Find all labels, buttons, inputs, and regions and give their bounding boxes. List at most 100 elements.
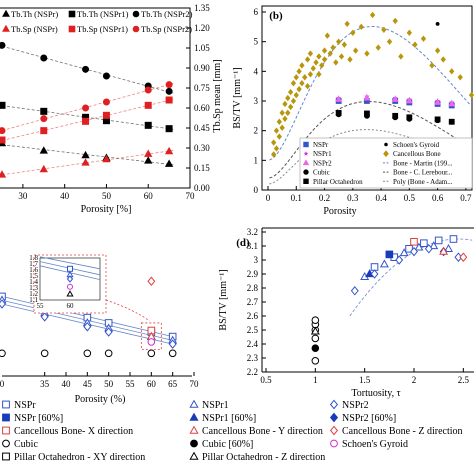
panel-b-point-cancellous-bone [296,68,302,75]
panel-b-point-cancellous-bone [276,118,282,125]
panel-d-point-nspr-60 [385,250,394,259]
panel-d-point-pillar-octahedron-z-direction [310,326,320,335]
panel-b-point-cancellous-bone [327,50,333,57]
panel-b-point-pillar-octahedron [448,118,455,125]
panel-d-x-tick-label: 1.5 [359,375,371,385]
panel-c-x-tick-label: 55 [126,379,136,389]
panel-a-x-tick-label: 70 [186,191,196,201]
panel-c-inset-point [67,283,73,290]
panel-d-point-nspr1 [379,259,389,268]
panel-b-point-cancellous-bone [279,109,285,117]
panel-c-inset-y-tick-label: 1.5 [29,272,38,280]
panel-b-point-cancellous-bone [434,47,441,54]
panel-b-legend-label: NSPr2 [313,159,332,167]
panel-b-point-cancellous-bone [412,41,418,48]
panel-d-point-nspr1 [399,248,409,257]
panel-b-point-cancellous-bone [287,88,294,96]
panel-c-inset-point [67,265,73,272]
panel-a-y-label: Tb.Sp mean [mm] [212,59,223,132]
panel-a-point-tb-th-nspr [144,156,153,164]
panel-b-legend-marker [303,141,309,148]
panel-b-point-cancellous-bone [302,74,308,81]
panel-d-point-nspr [420,239,428,247]
panel-b-legend-marker [303,151,309,156]
panel-b-point-cancellous-bone [290,97,297,105]
panel-c-point-nspr2 [104,327,113,337]
panel-a-point-tb-sp-nspr1 [82,117,90,125]
panel-b-martin-curve [269,26,471,161]
panel-d-y-tick-label: 3.1 [247,241,258,251]
panel-a-legend-label: Tb.Th (NSPr) [11,9,58,19]
panel-b-point-nspr2 [448,100,456,107]
panel-a-y-tick-label: 1.20 [194,23,210,33]
bottom-legend-marker-nspr2-60 [329,412,339,423]
panel-c-point-nspr2 [168,339,177,349]
panel-b-point-cancellous-bone [299,80,305,87]
bottom-legend-marker-schoen-s-gyroid [330,439,338,448]
panel-d: (d) 2.2 2.3 2.4 2.5 2.6 2.7 2.8 2.9 3 3.1 3.2 0.5 1 1.… [218,227,474,399]
panel-d-point-nspr1 [444,243,454,252]
panel-b-x-tick-label: 0 [266,193,271,203]
panel-b-point-cancellous-bone [313,59,319,66]
panel-b-point-cancellous-bone [341,41,347,48]
panel-b-legend-marker [303,169,309,175]
panel-b-point-nspr2 [391,95,399,102]
panel-a-frame [0,7,191,189]
panel-a-y-tick-label: 0.90 [194,63,210,73]
panel-c-highlight-box [140,322,162,350]
panel-c-x-tick-label: 60 [147,379,157,389]
bottom-legend-marker-nspr [2,400,10,409]
panel-b-y-tick-label: 6 [254,7,259,17]
panel-a-y-tick-label: 0.75 [194,83,210,93]
panel-b-point-cancellous-bone [338,53,345,60]
panel-c-inset-y-tick-label: 1.4 [29,278,38,286]
panel-b-legend-marker [384,142,388,147]
panel-b-point-cancellous-bone [364,50,370,57]
panel-c-point-nspr2 [40,312,49,322]
panel-b-legend-label: NSPr [313,141,329,149]
panel-a-legend-label: Tb.Sp (NSPr1) [77,24,128,34]
panel-a-y-tick-label: 0.15 [194,163,210,173]
bottom-legend-marker-cubic [2,439,10,448]
panel-b-legend-label: Poly (Bone - Adam... [393,178,453,186]
panel-b-x-label: Porosity [323,206,356,217]
bottom-legend-marker-cancellous-bone-y-direction [189,425,199,434]
panel-d-y-tick-label: 2.7 [247,297,259,307]
panel-d-point-cancellous-bone-x-direction [410,238,418,246]
panel-b-point-cancellous-bone [324,32,331,39]
panel-b-point-pillar-octahedron [335,109,342,116]
panel-d-point-nspr [434,236,443,245]
panel-a-point-tb-sp-nspr2 [82,104,90,112]
panel-b-point-cancellous-bone [381,26,387,33]
panel-a-legend-marker [68,10,76,18]
panel-d-point-nspr [449,235,458,243]
panel-b-point-cancellous-bone [336,38,342,45]
panel-b-point-cancellous-bone [358,23,364,31]
panel-b-y-tick-label: 3 [254,96,259,106]
panel-a-y-tick-label: 1.35 [194,3,210,13]
panel-d-point-nspr2 [410,246,418,257]
panel-a-point-tb-sp-nspr [81,158,90,166]
panel-a-point-tb-sp-nspr [164,146,174,155]
panel-b-point-cancellous-bone [282,115,288,122]
panel-a-point-tb-th-nspr2 [82,65,90,73]
panel-b-legend-label: Pillar Octahedron [313,178,363,186]
panel-a-point-tb-sp-nspr [0,170,7,178]
panel-b-y-tick-label: 1 [254,155,259,165]
panel-b-y-tick-label: 5 [254,37,259,47]
panel-b-point-cancellous-bone [273,145,280,152]
panel-d-point-nspr [405,245,413,253]
panel-b-y-label: BS/TV [mm⁻¹] [232,67,243,128]
panel-d-point-nspr2 [395,255,404,265]
panel-b-point-cancellous-bone [307,50,314,57]
panel-a-legend-label: Tb.Th (NSPr1) [77,9,129,19]
panel-d-y-tick-label: 3 [254,255,259,265]
panel-b-x-tick-label: 0.3 [347,193,359,203]
panel-b-frame [261,5,473,191]
panel-c-inset-trendline [39,256,101,270]
panel-b-point-pillar-octahedron [364,110,370,117]
panel-b-legend-label: Bone - C. Lerebour... [393,169,453,177]
panel-b-legend-label: Bone - Martin (199... [393,159,453,167]
